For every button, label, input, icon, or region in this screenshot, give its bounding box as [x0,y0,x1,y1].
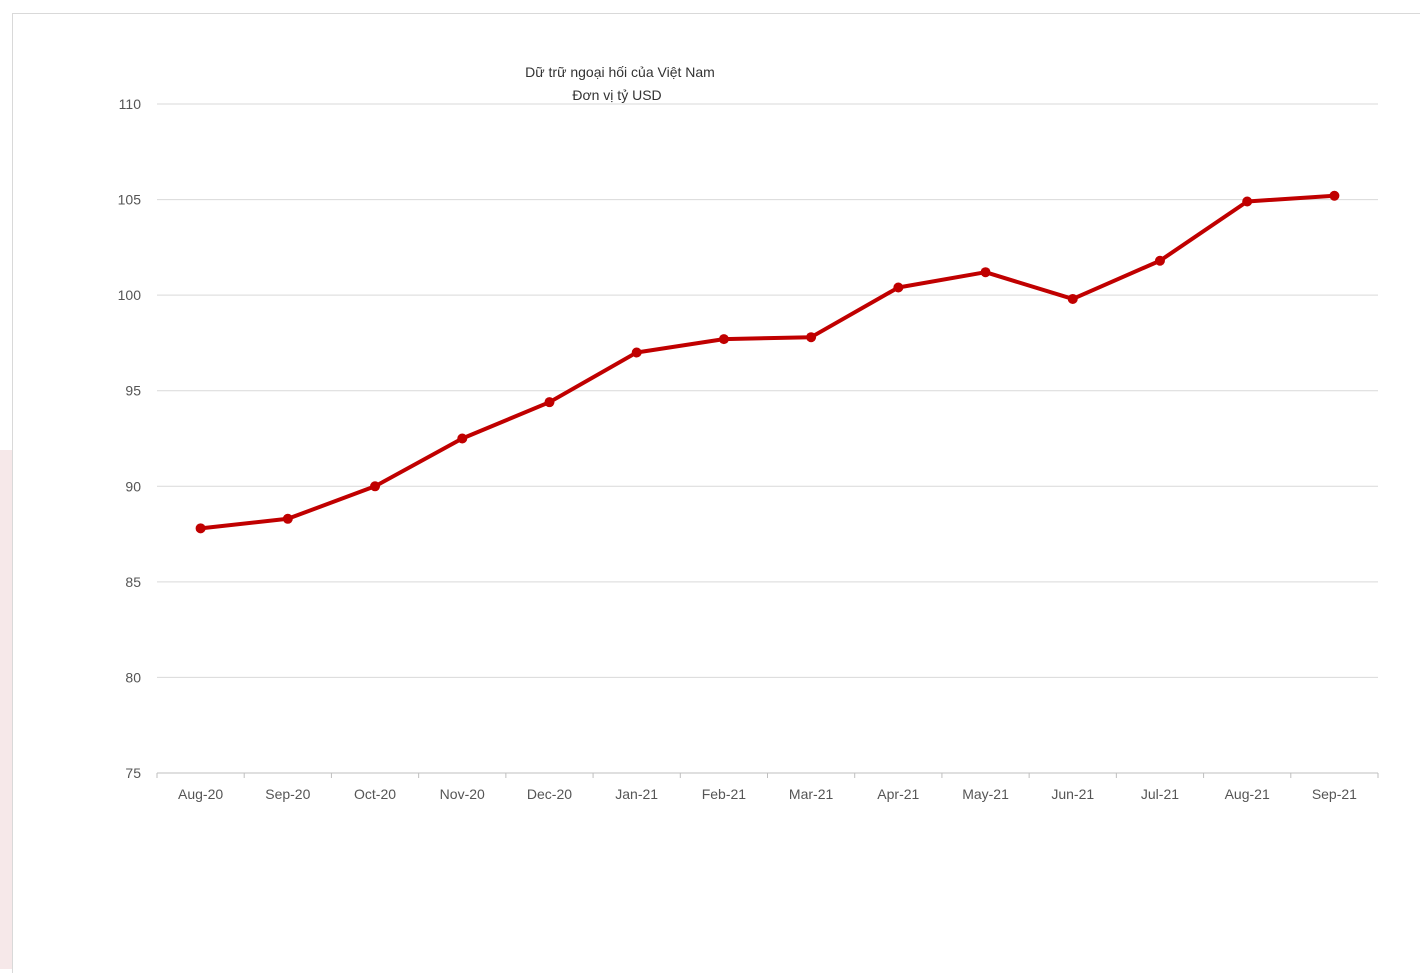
data-point [195,523,206,534]
data-point [1067,293,1078,304]
gridlines [157,103,1378,678]
x-tick-label: Oct-20 [354,786,396,802]
x-tick-label: May-21 [962,786,1009,802]
y-tick-label: 105 [118,192,142,208]
data-point [544,397,555,408]
x-tick-label: Aug-21 [1225,786,1270,802]
data-point [1242,196,1253,207]
chart-frame [12,13,1420,973]
data-point [718,334,729,345]
y-tick-label: 95 [125,383,141,399]
y-tick-label: 100 [118,287,142,303]
data-point [457,433,468,444]
y-tick-label: 85 [125,574,141,590]
data-point [631,347,642,358]
x-axis [156,772,1379,778]
series-line [198,193,1337,531]
chart-title: Dữ trữ ngoại hối của Việt Nam [525,64,715,80]
data-point [1329,190,1340,201]
x-tick-label: Mar-21 [789,786,834,802]
x-tick-label: Dec-20 [527,786,572,802]
x-tick-label: Jun-21 [1051,786,1094,802]
y-tick-label: 80 [125,669,141,685]
x-tick-label: Jan-21 [615,786,658,802]
x-tick-label: Sep-20 [265,786,310,802]
series [195,190,1340,534]
x-tick-label: Apr-21 [877,786,919,802]
x-tick-label: Aug-20 [178,786,223,802]
x-tick-label: Nov-20 [440,786,485,802]
x-tick-label: Sep-21 [1312,786,1357,802]
data-point [282,513,293,524]
data-point [893,282,904,293]
x-tick-label: Feb-21 [702,786,747,802]
y-tick-label: 75 [125,765,141,781]
y-axis-ticks: 75 80 85 90 95 100 105 110 [118,96,142,781]
data-point [980,267,991,278]
background-tint [0,450,14,969]
y-tick-label: 90 [125,478,141,494]
data-point [370,481,381,492]
y-tick-label: 110 [119,96,142,112]
x-axis-ticks: Aug-20 Sep-20 Oct-20 Nov-20 Dec-20 Jan-21 Feb-… [178,786,1357,802]
chart-subtitle: Đơn vị tỷ USD [572,87,661,103]
data-point [1154,255,1165,266]
data-point [806,332,817,343]
x-tick-label: Jul-21 [1141,786,1179,802]
